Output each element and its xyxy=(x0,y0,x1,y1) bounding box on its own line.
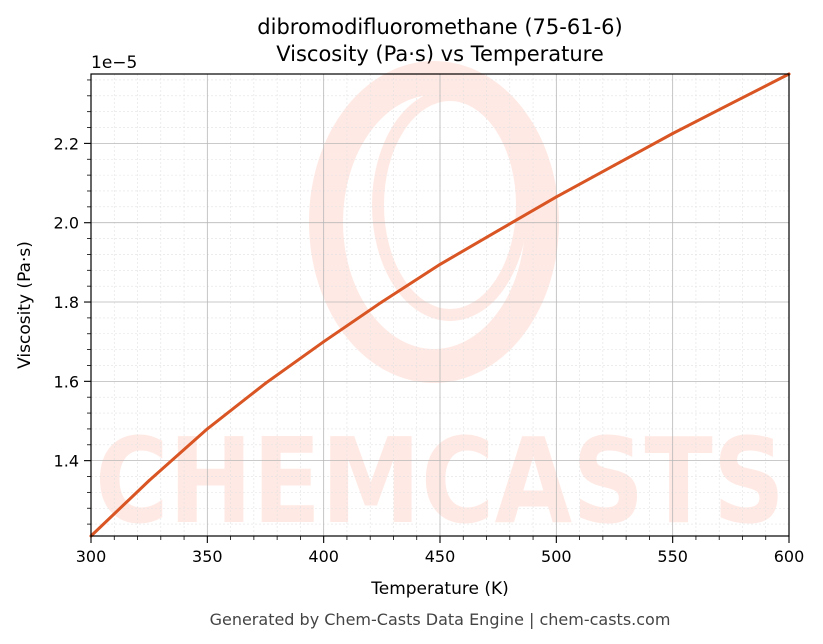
series-point xyxy=(264,381,267,385)
series-points xyxy=(89,72,791,538)
series-point xyxy=(147,479,151,482)
series-point xyxy=(438,262,442,266)
footer-credit: Generated by Chem-Casts Data Engine | ch… xyxy=(210,610,671,629)
y-tick-label: 1.8 xyxy=(54,293,79,312)
x-tick-label: 600 xyxy=(774,547,805,566)
y-tick-label: 2.2 xyxy=(54,134,79,153)
chart-title: dibromodifluoromethane (75-61-6) xyxy=(257,15,622,39)
series-point xyxy=(496,229,500,233)
series-point xyxy=(322,340,326,344)
series-point xyxy=(554,195,558,199)
y-tick-label: 1.4 xyxy=(54,452,79,471)
x-tick-label: 450 xyxy=(425,547,456,566)
x-axis-label: Temperature (K) xyxy=(370,579,509,599)
series-point xyxy=(671,132,675,135)
x-tick-label: 550 xyxy=(657,547,688,566)
x-tick-label: 500 xyxy=(541,547,572,566)
x-axis-ticks: 300 350 400 450 500 550 600 xyxy=(76,536,805,566)
watermark-ring-outer xyxy=(309,61,559,383)
x-axis-minor-ticks xyxy=(113,536,767,540)
series-point xyxy=(205,427,209,431)
y-axis-exponent: 1e−5 xyxy=(91,53,137,73)
watermark-ring-inner xyxy=(372,89,528,321)
watermark-logo: CHEMCASTS xyxy=(95,61,785,550)
series-point xyxy=(380,300,384,304)
y-tick-label: 2.0 xyxy=(54,214,79,233)
y-tick-label: 1.6 xyxy=(54,372,79,391)
y-axis-ticks: 1.4 1.6 1.8 2.0 2.2 xyxy=(54,134,91,471)
y-axis-minor-ticks xyxy=(87,79,91,525)
y-axis-label: Viscosity (Pa·s) xyxy=(15,241,35,369)
x-tick-label: 300 xyxy=(76,547,107,566)
series-point xyxy=(729,102,733,106)
x-tick-label: 350 xyxy=(192,547,223,566)
chart-subtitle: Viscosity (Pa·s) vs Temperature xyxy=(276,42,604,66)
series-point xyxy=(613,163,616,167)
x-tick-label: 400 xyxy=(308,547,339,566)
